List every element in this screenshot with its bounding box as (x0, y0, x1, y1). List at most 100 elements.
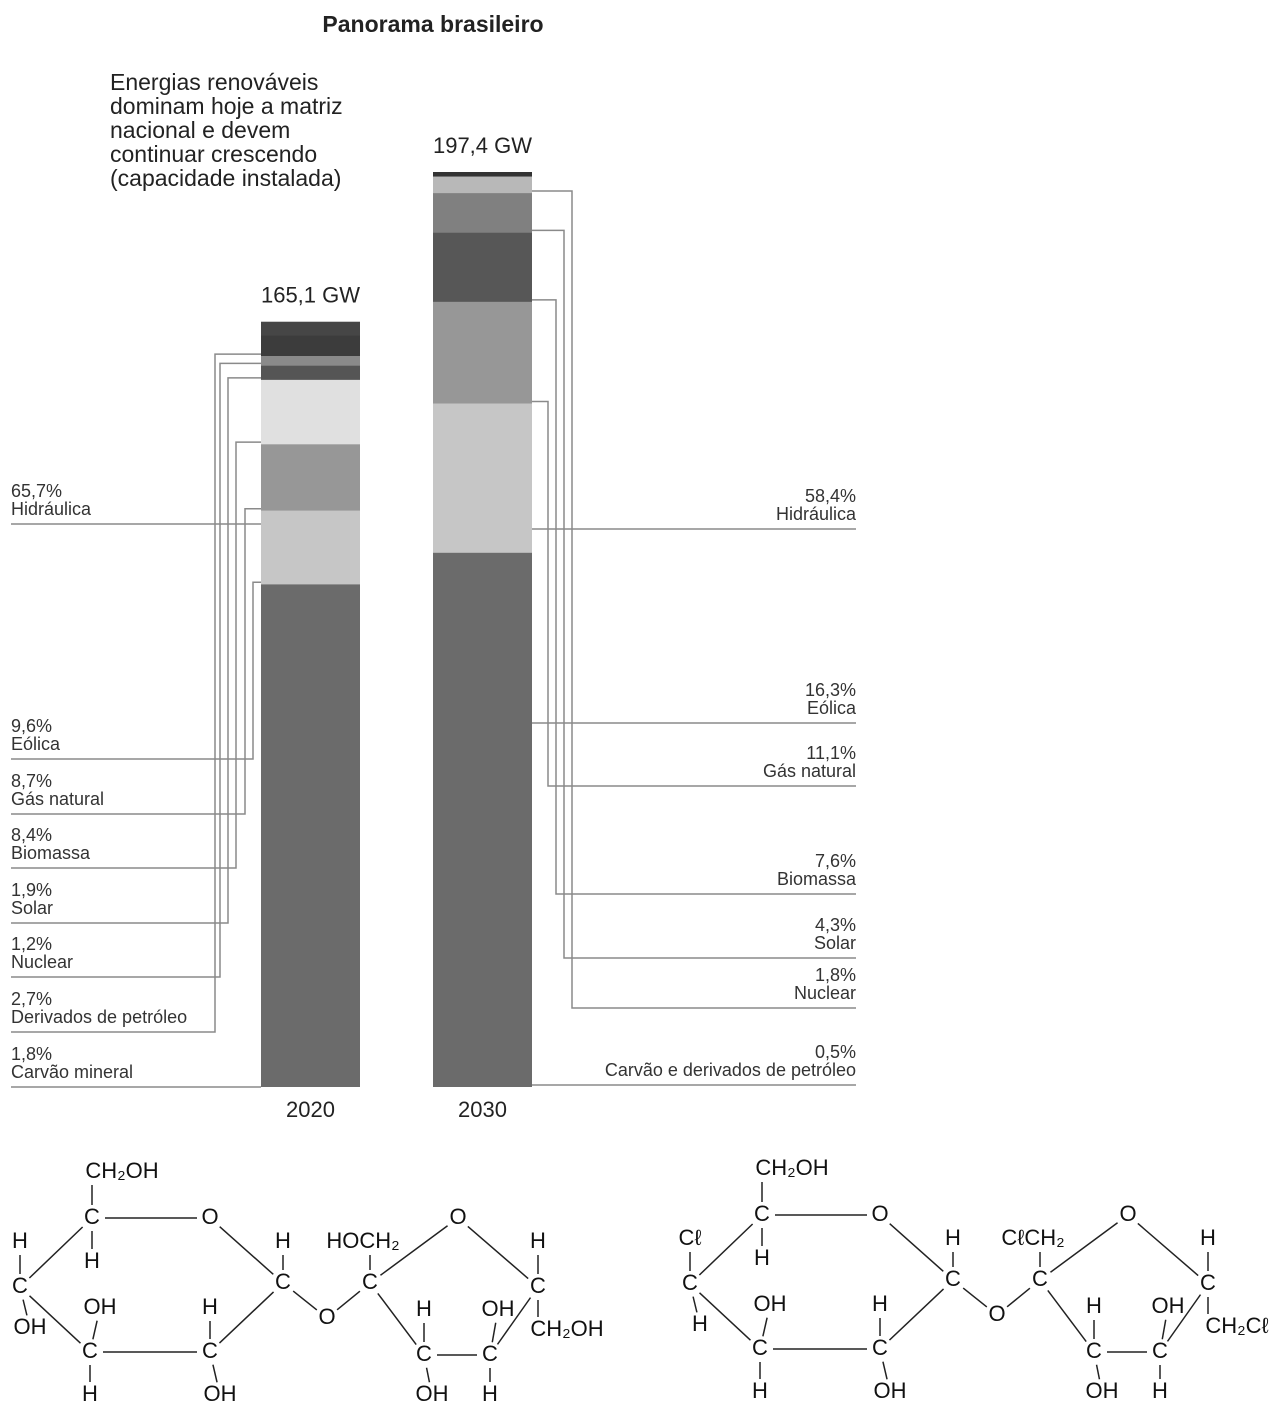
bond (889, 1223, 944, 1272)
bond (496, 1297, 532, 1345)
value-label: 4,3% (815, 915, 856, 935)
atom-label: HOCH₂ (326, 1228, 399, 1253)
bar-segment (261, 584, 360, 1087)
total-label: 197,4 GW (433, 133, 532, 158)
bar-segment (261, 335, 360, 357)
value-label: 9,6% (11, 716, 52, 736)
segment-label: Hidráulica (11, 499, 92, 519)
atom-label: H (84, 1248, 100, 1273)
bond (28, 1226, 84, 1279)
atom-label: OH (874, 1378, 907, 1403)
bond (212, 1364, 218, 1383)
atom-label: C (752, 1335, 768, 1360)
bond (219, 1226, 274, 1275)
value-label: 11,1% (806, 743, 856, 763)
bar-segment (261, 321, 360, 336)
leader-line (11, 441, 261, 869)
leader-line (11, 353, 261, 1033)
x-tick-label: 2030 (458, 1097, 507, 1122)
bar-segment (261, 444, 360, 511)
atom-label: H (945, 1225, 961, 1250)
atom-label: C (872, 1335, 888, 1360)
bond (1050, 1222, 1118, 1273)
segment-label: Hidráulica (776, 504, 857, 524)
bar-segment (261, 510, 360, 585)
value-label: 0,5% (815, 1042, 856, 1062)
atom-label: CH₂OH (755, 1155, 828, 1180)
atom-label: CH₂Cℓ (1205, 1313, 1269, 1338)
bond (377, 1292, 417, 1346)
segment-label: Gás natural (763, 761, 856, 781)
atom-label: C (82, 1338, 98, 1363)
atom-label: O (1119, 1201, 1136, 1226)
atom-label: H (1200, 1225, 1216, 1250)
atom-label: OH (1086, 1378, 1119, 1403)
value-label: 8,7% (11, 771, 52, 791)
atom-label: C (12, 1273, 28, 1298)
x-tick-label: 2020 (286, 1097, 335, 1122)
bond (762, 1317, 768, 1337)
subtitle: (capacidade instalada) (110, 165, 341, 191)
value-label: 1,8% (815, 965, 856, 985)
total-label: 165,1 GW (261, 283, 360, 308)
segment-label: Nuclear (794, 983, 856, 1003)
bond (292, 1290, 318, 1311)
segment-label: Derivados de petróleo (11, 1007, 187, 1027)
bond (218, 1291, 275, 1344)
bar-segment (261, 365, 360, 380)
atom-label: H (1086, 1293, 1102, 1318)
atom-label: OH (204, 1381, 237, 1406)
bar-segment (433, 176, 532, 194)
atom-label: C (275, 1269, 291, 1294)
atom-label: H (202, 1294, 218, 1319)
subtitle: dominam hoje a matriz (110, 93, 343, 119)
atom-label: H (82, 1381, 98, 1406)
bond (888, 1288, 945, 1341)
atom-label: C (482, 1341, 498, 1366)
atom-label: H (1152, 1378, 1168, 1403)
atom-label: H (275, 1228, 291, 1253)
atom-label: C (1200, 1270, 1216, 1295)
leader-line (532, 190, 856, 1009)
segment-label: Carvão mineral (11, 1062, 133, 1082)
atom-label: H (692, 1311, 708, 1336)
segment-label: Biomassa (11, 843, 91, 863)
bar-segment (261, 379, 360, 445)
atom-label: OH (482, 1296, 515, 1321)
atom-label: C (754, 1201, 770, 1226)
atom-label: OH (14, 1314, 47, 1339)
bond (467, 1225, 529, 1280)
segment-label: Solar (814, 933, 856, 953)
value-label: 1,8% (11, 1044, 52, 1064)
atom-label: O (988, 1301, 1005, 1326)
atom-label: C (84, 1204, 100, 1229)
bar-segment (433, 403, 532, 553)
atom-label: CH₂OH (85, 1158, 158, 1183)
atom-label: C (1152, 1338, 1168, 1363)
bar-segment (433, 172, 532, 177)
bar-segment (433, 301, 532, 404)
atom-label: H (482, 1381, 498, 1406)
bond (882, 1361, 888, 1380)
value-label: 2,7% (11, 989, 52, 1009)
chart-title: Panorama brasileiro (322, 11, 543, 37)
atom-label: O (318, 1304, 335, 1329)
atom-label: O (201, 1204, 218, 1229)
bond (962, 1287, 988, 1308)
subtitle: continuar crescendo (110, 141, 317, 167)
bond (699, 1292, 751, 1341)
atom-label: OH (1152, 1293, 1185, 1318)
bond (698, 1223, 754, 1276)
value-label: 16,3% (805, 680, 856, 700)
atom-label: H (752, 1378, 768, 1403)
atom-label: CℓCH₂ (1001, 1225, 1064, 1250)
bond (92, 1320, 98, 1340)
bar-segment (433, 232, 532, 302)
atom-label: OH (84, 1294, 117, 1319)
atom-label: C (362, 1269, 378, 1294)
segment-label: Nuclear (11, 952, 73, 972)
atom-label: H (872, 1291, 888, 1316)
subtitle: nacional e devem (110, 117, 290, 143)
